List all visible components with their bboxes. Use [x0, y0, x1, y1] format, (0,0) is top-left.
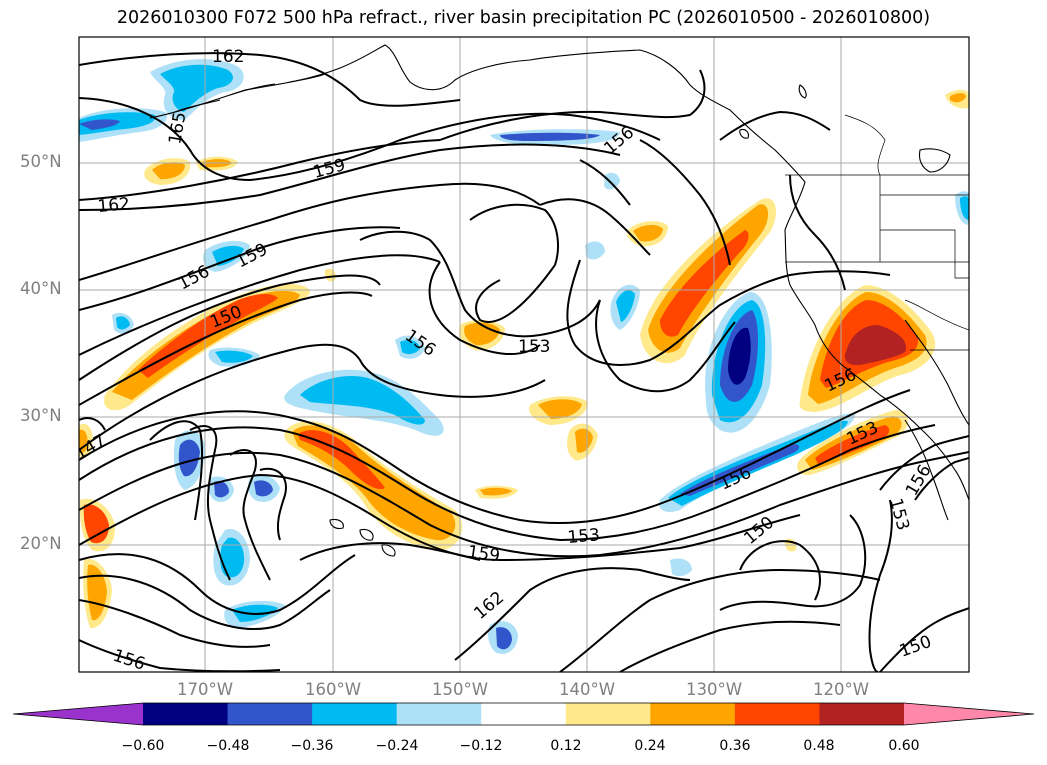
positive-anomaly — [152, 162, 185, 180]
map-plot-area: 162 165 159 162 156 159 150 156 153 156 … — [79, 37, 969, 672]
colorbar-tick: 0.12 — [550, 738, 582, 754]
colorbar-cell — [650, 703, 736, 725]
lon-label: 160°W — [304, 680, 362, 699]
colorbar-cell — [734, 703, 820, 725]
positive-anomaly — [112, 290, 300, 400]
negative-anomaly — [79, 119, 120, 130]
shading-layer — [79, 59, 969, 655]
colorbar-extend-min — [13, 703, 143, 725]
colorbar-cell — [565, 703, 651, 725]
lon-label: 120°W — [812, 680, 870, 699]
contour-label: 159 — [466, 542, 501, 566]
colorbar-extend-max — [904, 703, 1034, 725]
positive-anomaly — [950, 93, 966, 103]
contour-label: 153 — [567, 525, 601, 548]
lon-label: 150°W — [431, 680, 489, 699]
lon-label: 140°W — [558, 680, 616, 699]
colorbar-tick: −0.12 — [459, 738, 503, 754]
lat-label: 20°N — [20, 534, 62, 553]
positive-anomaly — [633, 225, 663, 242]
negative-anomaly — [400, 340, 420, 355]
colorbar-cell — [819, 703, 905, 725]
lat-label: 50°N — [20, 152, 62, 171]
refractivity-contours — [79, 52, 969, 672]
positive-anomaly — [83, 504, 109, 544]
political-borders — [785, 114, 969, 351]
positive-anomaly — [298, 430, 385, 490]
coastlines — [149, 44, 969, 557]
negative-anomaly — [670, 558, 692, 577]
lon-label: 130°W — [685, 680, 743, 699]
negative-anomaly — [960, 196, 969, 220]
colorbar-cell — [143, 703, 229, 725]
colorbar-tick: 0.36 — [719, 738, 751, 754]
negative-anomaly — [496, 627, 512, 650]
negative-anomaly — [585, 241, 605, 260]
lat-label: 40°N — [20, 279, 62, 298]
negative-anomaly — [616, 290, 635, 322]
negative-anomaly — [300, 375, 425, 425]
colorbar-cell — [396, 703, 482, 725]
negative-anomaly — [220, 537, 245, 578]
map-panel: 162 165 159 162 156 159 150 156 153 156 … — [78, 36, 970, 673]
negative-anomaly — [254, 480, 273, 497]
negative-anomaly — [160, 64, 233, 112]
colorbar-cell — [227, 703, 313, 725]
positive-anomaly — [815, 425, 890, 464]
positive-anomaly — [660, 230, 749, 337]
colorbar-cell — [481, 703, 567, 725]
positive-anomaly — [844, 325, 906, 366]
colorbar-tick: −0.24 — [375, 738, 419, 754]
contour-label: 162 — [212, 47, 244, 67]
colorbar-tick: 0.60 — [888, 738, 920, 754]
colorbar — [12, 702, 1035, 726]
negative-anomaly — [215, 350, 253, 363]
positive-anomaly — [79, 429, 88, 453]
negative-anomaly — [500, 132, 600, 141]
negative-anomaly — [604, 172, 620, 190]
negative-anomaly — [178, 439, 200, 477]
negative-anomaly — [728, 327, 751, 385]
colorbar-tick: 0.24 — [634, 738, 666, 754]
colorbar-cell — [312, 703, 398, 725]
graticule — [79, 37, 969, 672]
positive-anomaly — [464, 322, 500, 346]
negative-anomaly — [116, 316, 130, 330]
contour-label: 153 — [518, 337, 550, 357]
colorbar-tick: 0.48 — [803, 738, 835, 754]
positive-anomaly — [87, 564, 107, 621]
colorbar-tick: −0.60 — [121, 738, 165, 754]
lat-label: 30°N — [20, 406, 62, 425]
positive-anomaly — [538, 399, 582, 419]
contour-label: 162 — [97, 194, 131, 217]
positive-anomaly — [480, 487, 512, 496]
negative-anomaly — [212, 245, 244, 266]
map-title: 2026010300 F072 500 hPa refract., river … — [116, 8, 931, 28]
colorbar-tick: −0.48 — [206, 738, 250, 754]
lon-label: 170°W — [176, 680, 234, 699]
negative-anomaly — [214, 481, 229, 498]
map-frame — [78, 36, 970, 673]
positive-anomaly — [575, 428, 593, 453]
colorbar-tick: −0.36 — [290, 738, 334, 754]
